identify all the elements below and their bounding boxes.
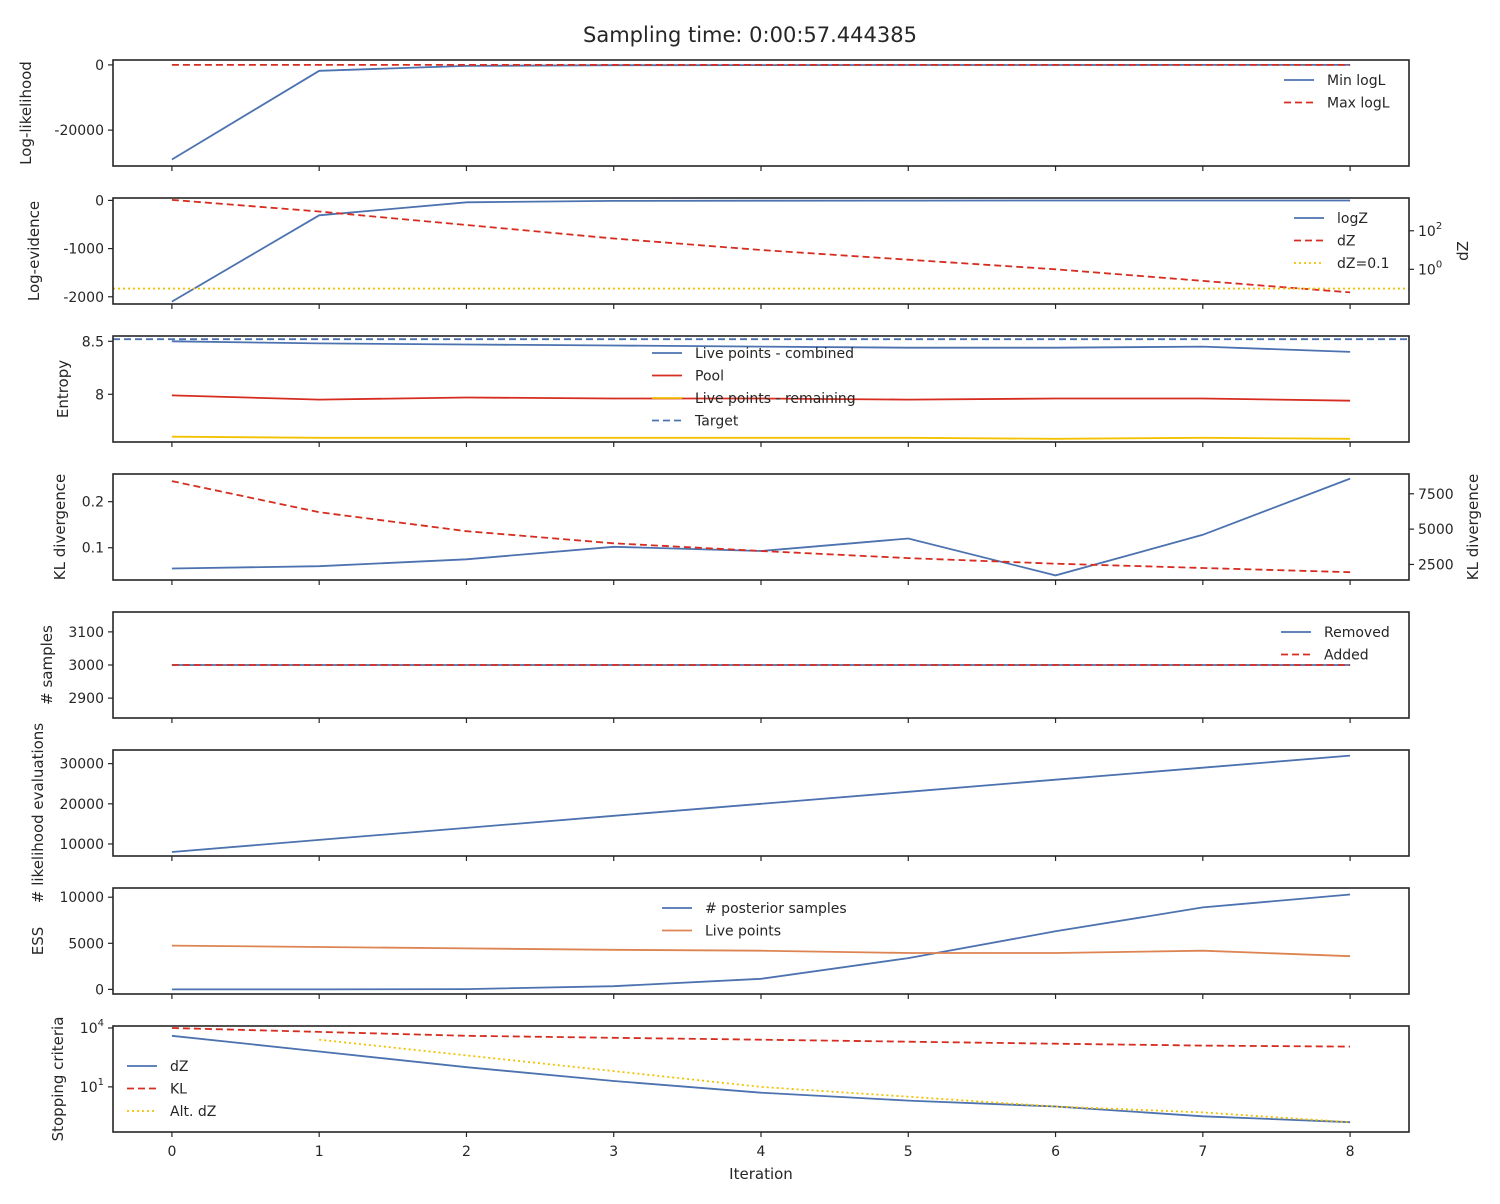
panel-samples: 2900 3000 3100 # samples Removed Added (38, 611, 1410, 723)
panel-stopping-criteria: 104 101 Stopping criteria dZ KL Alt. dZ (49, 1017, 1410, 1142)
x-tick-label-8: 8 (1346, 1144, 1355, 1160)
y-axis-label-stopping-criteria: Stopping criteria (49, 1017, 67, 1142)
y-tick-label-log-evidence-0: -2000 (63, 290, 104, 306)
y-axis-label-likelihood-evaluations: # likelihood evaluations (29, 723, 47, 903)
x-tick-label-5: 5 (904, 1144, 913, 1160)
y-tick-label-samples-0: 2900 (68, 691, 104, 707)
y-tick-label-entropy-1: 8.5 (82, 334, 104, 350)
x-tick-label-1: 1 (315, 1144, 324, 1160)
series-likelihood-evaluations-0 (171, 754, 1351, 853)
y-tick-label-log-evidence-1: -1000 (63, 242, 104, 258)
legend-log-likelihood: Min logL Max logL (1284, 73, 1390, 112)
legend-label-log-likelihood-0: Min logL (1327, 73, 1386, 89)
legend-label-log-likelihood-1: Max logL (1327, 96, 1390, 112)
x-tick-label-3: 3 (609, 1144, 618, 1160)
y-tick-label-ess-1: 5000 (68, 936, 104, 952)
y-tick-label-right-log-evidence-0: 102 (1418, 221, 1442, 240)
legend-ess: # posterior samples Live points (662, 901, 847, 940)
y-tick-label-right-kl-divergence-2: 7500 (1418, 487, 1454, 503)
legend-label-stopping-criteria-2: Alt. dZ (170, 1104, 216, 1120)
y-tick-label-entropy-0: 8 (95, 387, 104, 403)
y-tick-label-log-likelihood-1: 0 (95, 58, 104, 74)
y-axis-label-entropy: Entropy (54, 360, 72, 418)
y-tick-label-stopping-criteria-0: 104 (80, 1018, 104, 1037)
y-tick-label-likelihood-evaluations-2: 30000 (59, 757, 104, 773)
legend-label-ess-0: # posterior samples (705, 901, 847, 917)
legend-label-stopping-criteria-1: KL (170, 1082, 187, 1098)
y-tick-label-stopping-criteria-1: 101 (80, 1077, 104, 1096)
series-entropy-2 (171, 435, 1351, 440)
panel-log-evidence: -2000 -1000 0 102 100 Log-evidence dZ logZ dZ dZ=… (25, 193, 1472, 309)
y-tick-label-right-kl-divergence-1: 5000 (1418, 522, 1454, 538)
y-axis-label-ess: ESS (29, 927, 47, 956)
y-axis-label-log-likelihood: Log-likelihood (17, 61, 35, 165)
series-ess-0 (171, 893, 1351, 991)
series-ess-1 (171, 944, 1351, 958)
legend-entropy: Live points - combined Pool Live points - … (652, 346, 856, 430)
series-log-evidence-0 (171, 199, 1351, 303)
x-tick-label-7: 7 (1198, 1144, 1207, 1160)
y-tick-label-ess-0: 0 (95, 982, 104, 998)
legend-label-log-evidence-1: dZ (1337, 234, 1355, 250)
series-log-evidence-1 (171, 199, 1351, 294)
legend-label-log-evidence-2: dZ=0.1 (1337, 256, 1389, 272)
y-tick-label-ess-2: 10000 (59, 890, 104, 906)
chart-title: Sampling time: 0:00:57.444385 (583, 23, 917, 47)
y-tick-label-likelihood-evaluations-0: 10000 (59, 837, 104, 853)
x-axis-label: Iteration (729, 1165, 793, 1183)
panel-log-likelihood: -20000 0 Log-likelihood Min logL Max logL (17, 58, 1410, 171)
y-tick-label-likelihood-evaluations-1: 20000 (59, 797, 104, 813)
series-entropy-0 (171, 340, 1351, 353)
y2-axis-label-kl-divergence: KL divergence (1464, 474, 1482, 580)
y-tick-label-log-likelihood-0: -20000 (54, 123, 104, 139)
legend-label-stopping-criteria-0: dZ (170, 1059, 188, 1075)
legend-label-entropy-1: Pool (695, 369, 724, 385)
y2-axis-label-log-evidence: dZ (1454, 241, 1472, 261)
y-axis-label-log-evidence: Log-evidence (25, 201, 43, 301)
series-kl-divergence-1 (171, 480, 1351, 574)
y-axis-label-kl-divergence: KL divergence (51, 474, 69, 580)
legend-label-entropy-3: Target (694, 414, 739, 430)
legend-label-entropy-2: Live points - remaining (695, 391, 856, 407)
legend-log-evidence: logZ dZ dZ=0.1 (1294, 211, 1389, 272)
legend-samples: Removed Added (1281, 625, 1390, 664)
series-stopping-criteria-0 (171, 1034, 1351, 1124)
y-tick-label-samples-2: 3100 (68, 625, 104, 641)
legend-label-samples-1: Added (1324, 648, 1369, 664)
y-tick-label-kl-divergence-1: 0.2 (82, 495, 104, 511)
y-tick-label-samples-1: 3000 (68, 658, 104, 674)
series-stopping-criteria-1 (171, 1027, 1351, 1048)
legend-label-entropy-0: Live points - combined (695, 346, 854, 362)
y-tick-label-right-log-evidence-1: 100 (1418, 259, 1442, 278)
series-entropy-1 (171, 394, 1351, 402)
legend-stopping-criteria: dZ KL Alt. dZ (127, 1059, 216, 1120)
x-tick-label-0: 0 (167, 1144, 176, 1160)
y-tick-label-kl-divergence-0: 0.1 (82, 541, 104, 557)
panel-kl-divergence: 0.1 0.2 2500 5000 7500 KL divergence KL diverg… (51, 473, 1482, 585)
y-tick-label-log-evidence-2: 0 (95, 193, 104, 209)
legend-label-ess-1: Live points (705, 924, 781, 940)
panel-ess: 0 5000 10000 ESS # posterior samples Live poi… (29, 887, 1410, 999)
legend-label-samples-0: Removed (1324, 625, 1390, 641)
x-tick-label-6: 6 (1051, 1144, 1060, 1160)
legend-label-log-evidence-0: logZ (1337, 211, 1368, 227)
panel-likelihood-evaluations: 10000 20000 30000 # likelihood evaluations (29, 723, 1410, 903)
x-tick-label-4: 4 (757, 1144, 766, 1160)
x-tick-label-2: 2 (462, 1144, 471, 1160)
y-tick-label-right-kl-divergence-0: 2500 (1418, 557, 1454, 573)
y-axis-label-samples: # samples (38, 625, 56, 705)
